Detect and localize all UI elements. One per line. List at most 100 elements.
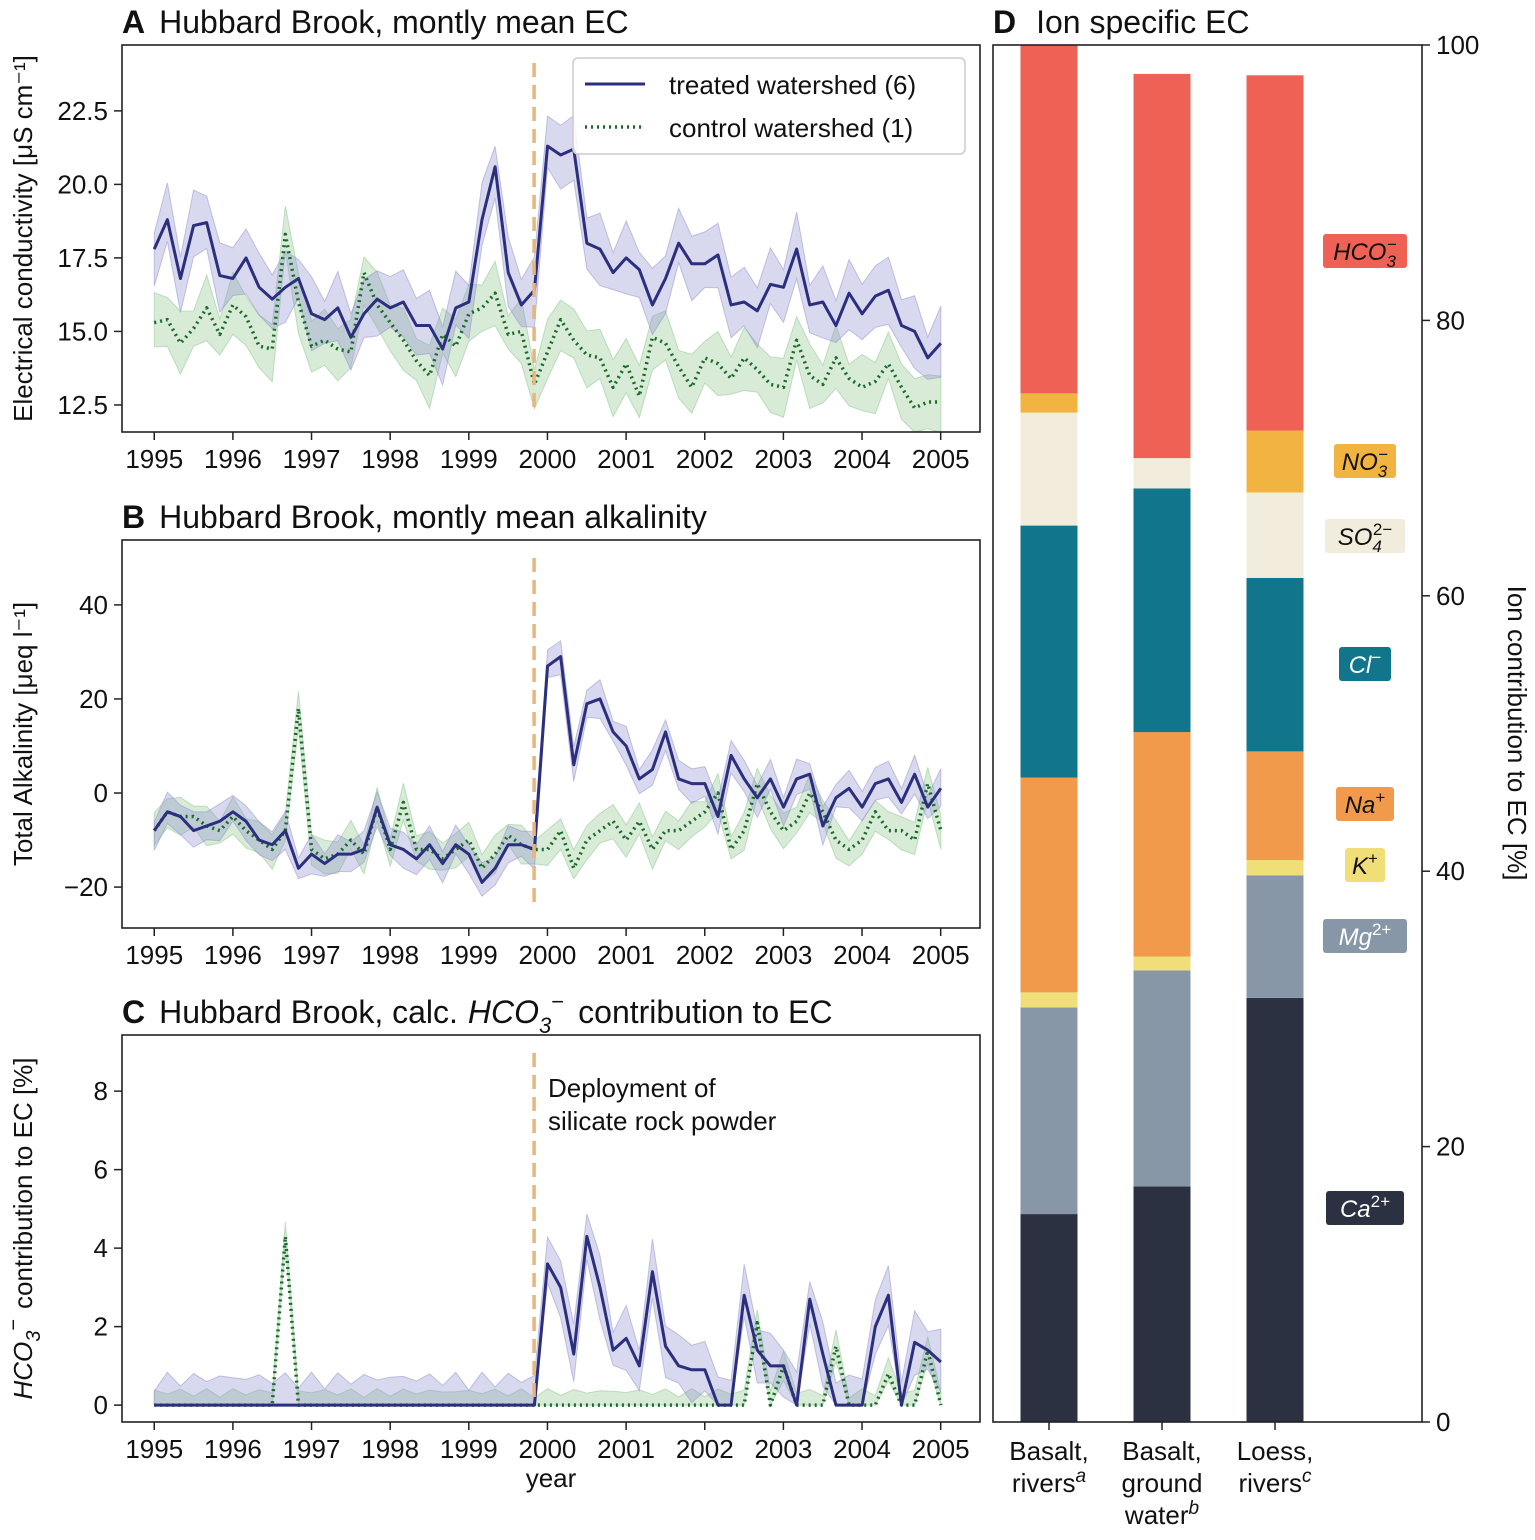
x-tick-label: 2002	[676, 1434, 734, 1464]
category-label: ground	[1122, 1468, 1203, 1498]
ion-label-background	[1345, 848, 1385, 882]
x-tick-label: 2005	[912, 444, 970, 474]
legend-control-label: control watershed (1)	[669, 113, 913, 143]
legend-box	[572, 57, 966, 155]
bar-segment-no	[1246, 430, 1304, 493]
x-tick-label: 2001	[597, 940, 655, 970]
bar-segment-cl	[1133, 488, 1191, 733]
y-axis-label: Ion contribution to EC [%]	[1502, 586, 1532, 881]
x-tick-label: 1998	[361, 444, 419, 474]
y-tick-label: 0	[94, 1390, 108, 1420]
x-tick-label: 1999	[440, 444, 498, 474]
x-tick-label: 1995	[125, 940, 183, 970]
x-tick-label: 2005	[912, 1434, 970, 1464]
y-tick-label: 80	[1436, 305, 1465, 335]
x-tick-label: 2001	[597, 444, 655, 474]
x-tick-label: 1999	[440, 1434, 498, 1464]
category-label: Basalt,	[1009, 1436, 1089, 1466]
panel-title-text: Hubbard Brook, montly mean alkalinity	[159, 499, 707, 535]
panel-b: 1995 1996 1997 1998 1999 2000 2001 2002 2003 2004…	[8, 499, 981, 970]
y-axis-label: Total Alkalinity [μeq l⁻¹]	[8, 602, 38, 866]
svg-text:NO3−: NO3−	[1342, 445, 1388, 481]
y-tick-label: 40	[1436, 856, 1465, 886]
ion-label-background	[1334, 444, 1396, 478]
treated-watershed-line	[153, 655, 943, 884]
y-axis-label-text: contribution to EC [%]	[8, 1057, 38, 1308]
x-tick-label: 2000	[519, 940, 577, 970]
x-axis-label: year	[526, 1463, 577, 1493]
x-tick-label: 2004	[833, 444, 891, 474]
y-tick-label: 20.0	[57, 169, 108, 199]
ion-label-background	[1323, 234, 1407, 268]
x-tick-label: 1997	[283, 1434, 341, 1464]
bar-segment-cl	[1246, 577, 1304, 752]
x-tick-label: 2002	[676, 940, 734, 970]
x-tick-label: 1997	[283, 444, 341, 474]
bar-segment-so	[1246, 492, 1304, 578]
x-tick-label: 1997	[283, 940, 341, 970]
treated-watershed-line	[154, 1234, 942, 1407]
category-footnote: c	[1302, 1466, 1312, 1487]
plot-frame	[121, 44, 981, 433]
y-tick-label: 0	[1436, 1407, 1450, 1437]
x-tick-label: 2005	[912, 940, 970, 970]
category-footnote: a	[1075, 1466, 1086, 1487]
bar-segment-mg	[1246, 875, 1304, 998]
control-band	[153, 206, 942, 432]
ion-label-mg: Mg2+	[1323, 919, 1407, 953]
x-tick-label: 1998	[361, 940, 419, 970]
treated-band	[153, 1213, 942, 1407]
ion-label-background	[1336, 787, 1394, 821]
ion-label-ca: Ca2+	[1326, 1191, 1404, 1225]
bar-segment-k	[1020, 992, 1078, 1008]
y-tick-label: 12.5	[57, 390, 108, 420]
bar-segment-na	[1020, 777, 1078, 993]
plot-frame	[992, 44, 1423, 1423]
category-label: riversa	[1012, 1466, 1086, 1498]
bar-segment-ca	[1246, 997, 1304, 1422]
bar-segment-so	[1020, 412, 1078, 526]
y-axis-label-text: Electrical conductivity [μS cm⁻¹]	[8, 55, 38, 422]
panel-title-text: Ion specific EC	[1036, 4, 1249, 40]
y-tick-label: 17.5	[57, 243, 108, 273]
svg-text:Cl−: Cl−	[1349, 648, 1382, 679]
bar-segment-k	[1246, 860, 1304, 876]
y-tick-label: −20	[64, 872, 108, 902]
ion-label-k: K+	[1345, 848, 1385, 882]
ion-label-na: Na+	[1336, 787, 1394, 821]
deployment-annotation-line-2: silicate rock powder	[548, 1106, 777, 1136]
bar-segment-na	[1246, 751, 1304, 861]
svg-text:Mg2+: Mg2+	[1339, 920, 1392, 951]
panel-title-text: Hubbard Brook, calc.	[159, 994, 458, 1030]
x-tick-label: 1996	[204, 1434, 262, 1464]
bar-segment-mg	[1020, 1007, 1078, 1215]
panel-title: D Ion specific EC	[993, 4, 1250, 40]
bar-segment-so	[1133, 458, 1191, 489]
y-axis-label: HCO3− contribution to EC [%]	[3, 1057, 45, 1399]
panel-letter: B	[122, 499, 145, 535]
svg-text:Na+: Na+	[1345, 788, 1386, 819]
y-tick-label: 22.5	[57, 96, 108, 126]
treated-band	[153, 639, 942, 897]
y-tick-label: 20	[1436, 1132, 1465, 1162]
y-tick-label: 20	[79, 684, 108, 714]
panel-title: B Hubbard Brook, montly mean alkalinity	[122, 499, 707, 535]
category-label: Basalt,	[1122, 1436, 1202, 1466]
control-watershed-line	[153, 232, 941, 410]
x-tick-label: 2002	[676, 444, 734, 474]
panel-title-text-2: contribution to EC	[578, 994, 832, 1030]
control-band	[153, 691, 942, 884]
bar-segment-ca	[1133, 1186, 1191, 1422]
ion-label-hco: HCO3−	[1323, 234, 1407, 271]
panel-title: C Hubbard Brook, calc. HCO3− contribution t…	[122, 989, 833, 1038]
category-label: waterb	[1124, 1498, 1199, 1530]
svg-text:SO42−: SO42−	[1338, 520, 1393, 556]
y-axis-label-sup: −	[3, 1319, 25, 1331]
ion-label-no: NO3−	[1334, 444, 1396, 481]
y-tick-label: 100	[1436, 30, 1479, 60]
x-tick-label: 2000	[519, 444, 577, 474]
y-axis-label-formula: HCO	[8, 1342, 38, 1400]
ion-label-cl: Cl−	[1339, 647, 1391, 681]
panel-title-sup: −	[551, 989, 564, 1014]
